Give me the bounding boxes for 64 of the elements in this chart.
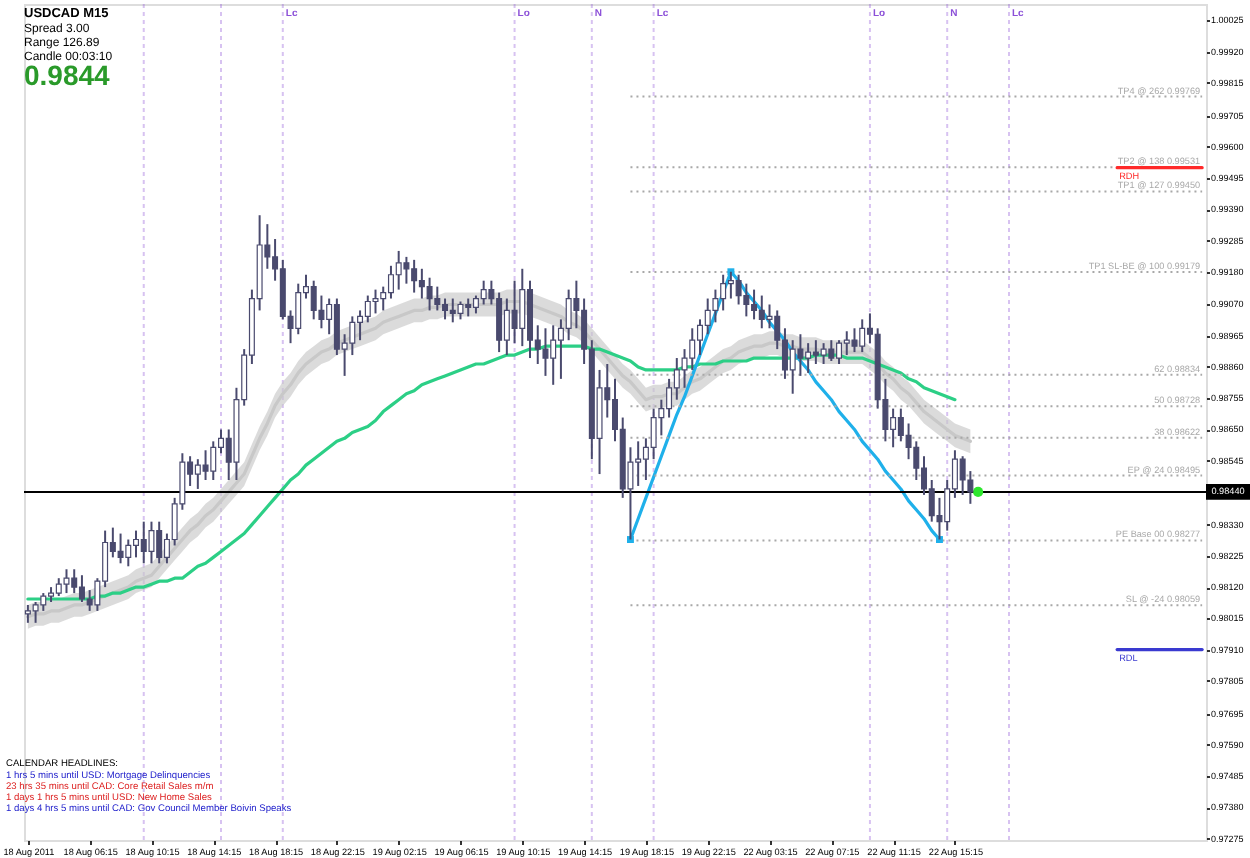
candlestick [140,520,147,565]
candlestick [148,520,155,565]
candlestick [565,288,572,342]
candlestick [395,249,402,291]
candlestick [897,407,904,443]
candlestick [836,339,843,365]
candlestick [411,258,418,294]
candlestick [86,589,93,612]
candlestick [805,342,812,374]
candlestick [403,255,410,285]
candlestick [333,297,340,357]
candlestick [666,377,673,419]
candlestick [851,327,858,354]
candlestick [32,600,39,624]
candlestick [959,455,966,496]
candlestick [758,294,765,330]
candlestick [442,297,449,321]
candlestick [789,339,796,395]
candlestick [696,318,703,357]
candlestick [519,267,526,348]
candlestick [125,538,132,568]
candlestick [279,258,286,321]
candlestick [650,407,657,461]
candlestick [503,297,510,357]
candlestick [194,458,201,490]
candlestick [426,276,433,312]
candlestick [372,288,379,315]
candlestick [449,297,456,324]
candlestick [357,309,364,342]
candlestick [797,333,804,377]
candlestick [156,520,163,565]
candlestick [890,407,897,449]
point [973,486,984,497]
candlestick [434,285,441,312]
candlestick [704,297,711,336]
candlestick [635,440,642,487]
candlestick [751,288,758,321]
candlestick [78,574,85,603]
candlestick [71,568,78,595]
candlestick [480,279,487,306]
candlestick [743,282,750,318]
candlestick [63,568,70,595]
candlestick [387,264,394,300]
candlestick [511,279,518,345]
candlestick [720,273,727,312]
line-series [628,270,942,542]
candlestick [812,339,819,365]
candlestick [843,330,850,357]
candlestick [210,440,217,482]
candlestick [550,324,557,386]
candlestick [364,294,371,324]
candlestick [828,339,835,363]
annotation: 0.9844 [24,59,111,91]
candlestick [496,291,503,354]
candlestick [133,529,140,559]
candlestick [673,357,680,401]
candlestick [295,282,302,336]
candlestick [859,318,866,354]
candlestick [418,267,425,300]
candlestick [202,449,209,482]
candlestick [310,279,317,321]
candlestick [542,327,549,377]
candlestick [117,532,124,565]
candlestick [820,342,827,365]
